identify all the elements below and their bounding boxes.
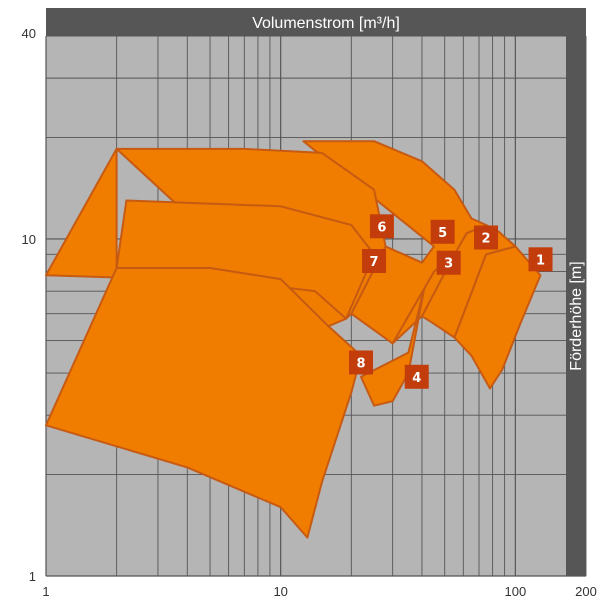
curve-label-1: 1 [528,247,553,272]
curve-label-text: 2 [482,231,491,246]
x-tick-label: 200 [575,584,597,599]
curve-label-text: 8 [357,356,366,371]
curve-label-box [404,364,429,389]
curve-label-text: 7 [370,255,379,270]
curve-label-5: 5 [430,219,455,244]
y-tick-label: 40 [22,26,36,41]
curve-label-box [528,247,553,272]
curve-label-box [436,250,461,275]
y-axis-title: Förderhöhe [m] [568,261,585,370]
x-tick-label: 10 [273,584,287,599]
curve-label-2: 2 [474,225,499,250]
curve-label-text: 6 [377,220,386,235]
y-tick-label: 1 [29,569,36,584]
curve-label-text: 5 [438,226,447,241]
curve-label-text: 3 [444,257,453,272]
curve-label-box [362,249,387,274]
curve-label-3: 3 [436,250,461,275]
curve-label-box [369,214,394,239]
x-tick-label: 100 [505,584,527,599]
tick-labels: 1 10 100 200 1 10 40 [22,26,597,599]
curve-label-4: 4 [404,364,429,389]
curve-label-7: 7 [362,249,387,274]
curve-label-6: 6 [369,214,394,239]
curve-label-text: 4 [412,371,421,386]
curve-label-box [474,225,499,250]
series-layer [45,140,542,539]
x-axis-title: Volumenstrom [m³/h] [252,15,400,32]
x-tick-label: 1 [42,584,49,599]
curve-label-layer: 1 2 3 4 5 6 7 8 [349,214,553,389]
curve-label-box [349,350,374,375]
y-axis-side-bar [566,36,586,576]
curve-label-8: 8 [349,350,374,375]
curve-label-box [430,219,455,244]
y-tick-label: 10 [22,232,36,247]
curve-label-text: 1 [536,253,545,268]
x-axis-header [46,8,586,36]
